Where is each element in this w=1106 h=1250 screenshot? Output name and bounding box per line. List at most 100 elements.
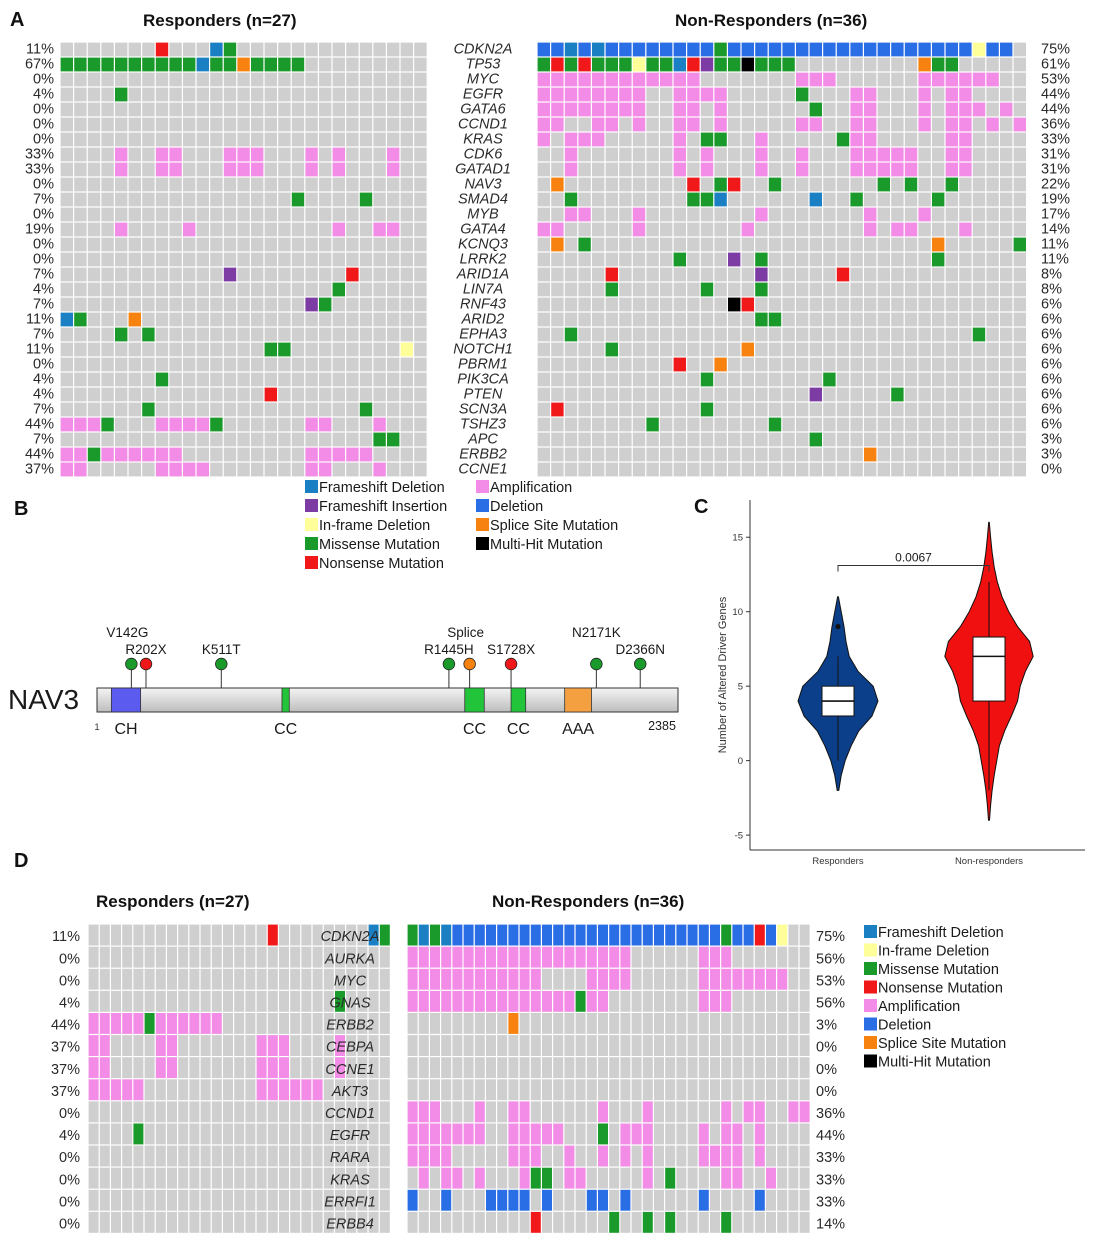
nonresponder-cell-empty: [687, 1189, 698, 1211]
nonresponder-cell-empty: [850, 207, 863, 222]
nonresponder-cell-cdkn2a-frameshift-deletion: [564, 42, 578, 57]
gene-label-rara: RARA: [330, 1150, 370, 1166]
responder-cell-ccne1-amplification: [74, 462, 87, 477]
nonresponder-cell-empty: [619, 117, 632, 132]
nonresponder-cell-empty: [407, 1167, 418, 1189]
nonresponder-cell-empty: [660, 312, 673, 327]
responder-cell-empty: [323, 924, 334, 946]
nonresponder-cell-empty: [1000, 447, 1013, 462]
nonresponder-cell-empty: [959, 207, 972, 222]
nonresponder-cell-tp53-missense-mutation: [728, 57, 741, 72]
responder-cell-empty: [359, 87, 373, 102]
nonresponder-cell-empty: [766, 1123, 776, 1145]
responder-cell-tshz3-amplification: [155, 417, 169, 432]
nonresponder-cell-empty: [700, 222, 714, 237]
responder-cell-tshz3-missense-mutation: [210, 417, 223, 432]
legend-swatch-multi-hit-mutation: [476, 537, 489, 550]
nonresponder-cell-kras-amplification: [721, 1167, 732, 1189]
responder-cell-arid1a-frameshift-insertion: [223, 267, 237, 282]
responder-cell-tp53-missense-mutation: [169, 57, 182, 72]
nonresponder-cell-empty: [665, 990, 676, 1012]
nonresponder-cell-empty: [728, 357, 741, 372]
responder-cell-empty: [122, 1101, 133, 1123]
responder-cell-empty: [359, 417, 373, 432]
nonresponder-cell-empty: [864, 327, 877, 342]
nonresponder-cell-empty: [932, 147, 945, 162]
nonresponder-cell-empty: [823, 252, 836, 267]
responder-cell-empty: [373, 447, 386, 462]
nonresponder-cell-gnas-amplification: [598, 990, 608, 1012]
responder-cell-empty: [101, 387, 114, 402]
responder-cell-empty: [183, 372, 196, 387]
nonresponder-cell-errfi1-deletion: [754, 1189, 765, 1211]
nonresponder-cell-empty: [631, 1167, 642, 1189]
responder-cell-empty: [74, 297, 87, 312]
nonresponder-cell-empty: [766, 1035, 776, 1056]
nonresponder-cell-cdkn2a-deletion: [728, 42, 741, 57]
nonresponder-cell-empty: [766, 1189, 776, 1211]
mutation-label-r202x: R202X: [125, 642, 166, 657]
responder-cell-empty: [400, 117, 413, 132]
nonresponder-cell-empty: [836, 162, 850, 177]
nonresponder-cell-nav3-missense-mutation: [877, 177, 890, 192]
nonresponder-cell-gatad1-amplification: [945, 162, 958, 177]
responder-cell-empty: [111, 946, 121, 968]
nonresponder-cell-empty: [1013, 87, 1026, 102]
protein-name: NAV3: [8, 684, 79, 715]
nonresponder-cell-ccnd1-amplification: [418, 1101, 429, 1123]
domain-label-cc-3: CC: [507, 721, 530, 738]
nonresponder-cell-empty: [1013, 342, 1026, 357]
responder-cell-empty: [264, 177, 277, 192]
nonresponder-cell-cdkn2a-deletion: [687, 42, 700, 57]
responder-cell-empty: [128, 192, 141, 207]
nonresponder-cell-empty: [714, 402, 727, 417]
responder-cell-empty: [196, 147, 209, 162]
responder-cell-empty: [211, 1123, 222, 1145]
responder-cell-empty: [373, 132, 386, 147]
nonresponder-cell-empty: [932, 132, 945, 147]
nonresponder-cell-ccnd1-amplification: [721, 1101, 732, 1123]
nonresponder-cell-empty: [732, 1013, 743, 1034]
nonresponder-cell-empty: [766, 1211, 776, 1233]
nonresponder-cell-empty: [551, 312, 564, 327]
responder-cell-empty: [291, 327, 305, 342]
responder-cell-empty: [183, 327, 196, 342]
responder-cell-empty: [357, 1079, 368, 1101]
nonresponder-cell-aurka-amplification: [609, 946, 620, 968]
nonresponder-cell-empty: [586, 1123, 597, 1145]
nonresponder-cell-empty: [796, 207, 809, 222]
responder-cell-empty: [101, 147, 114, 162]
responder-cell-empty: [291, 102, 305, 117]
responder-cell-empty: [142, 417, 155, 432]
responder-cell-empty: [368, 1035, 379, 1056]
pct-nonresponders-myc: 53%: [1041, 72, 1070, 88]
responder-cell-erbb2-amplification: [122, 1013, 133, 1034]
responder-cell-empty: [111, 968, 121, 990]
nonresponder-cell-gata6-amplification: [578, 102, 591, 117]
responder-cell-empty: [373, 402, 386, 417]
nonresponder-cell-empty: [932, 357, 945, 372]
responder-cell-empty: [133, 1167, 144, 1189]
pct-responders-epha3: 7%: [33, 327, 54, 343]
responder-cell-empty: [387, 417, 400, 432]
responder-cell-empty: [251, 372, 264, 387]
responder-cell-akt3-amplification: [111, 1079, 121, 1101]
responder-cell-empty: [115, 417, 128, 432]
nonresponder-cell-empty: [904, 102, 918, 117]
nonresponder-cell-empty: [877, 432, 890, 447]
responder-cell-empty: [319, 132, 332, 147]
nonresponder-cell-empty: [768, 117, 782, 132]
responder-cell-empty: [359, 132, 373, 147]
nonresponder-cell-empty: [877, 342, 890, 357]
nonresponder-cell-myc-amplification: [932, 72, 945, 87]
gene-label-cdk6: CDK6: [464, 147, 504, 163]
responder-cell-empty: [335, 1211, 345, 1233]
responder-cell-empty: [189, 1167, 200, 1189]
responder-cell-empty: [74, 327, 87, 342]
nonresponder-cell-empty: [945, 417, 958, 432]
nonresponder-cell-empty: [551, 342, 564, 357]
nonresponder-cell-empty: [932, 372, 945, 387]
nonresponder-cell-empty: [619, 342, 632, 357]
responder-cell-empty: [301, 946, 312, 968]
responder-cell-empty: [196, 447, 209, 462]
